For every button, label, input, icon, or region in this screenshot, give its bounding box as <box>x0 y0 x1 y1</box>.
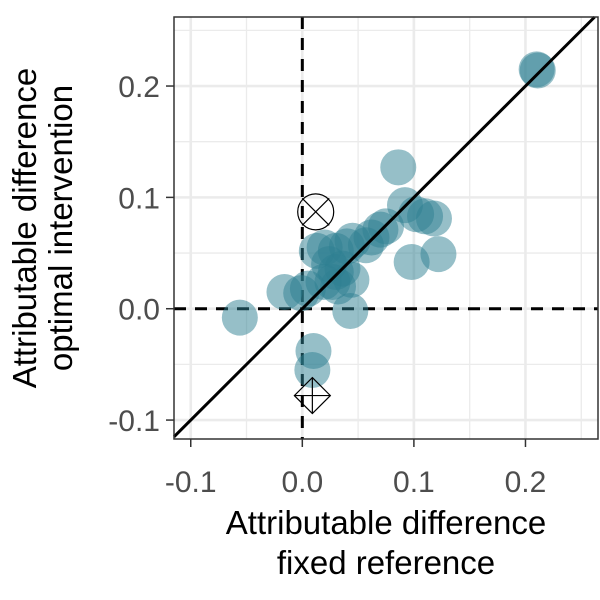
identity-line-group <box>172 15 596 438</box>
data-point <box>519 52 556 89</box>
special-markers <box>293 193 335 415</box>
data-point <box>221 299 258 336</box>
y-tick-label: -0.1 <box>108 405 160 438</box>
x-axis-title-line-1: Attributable difference <box>226 504 546 541</box>
panel-border <box>173 16 599 440</box>
y-tick-label: 0.2 <box>118 71 160 104</box>
y-axis-ticks: -0.1 0.0 0.1 0.2 <box>108 71 174 438</box>
x-tick-label: 0.0 <box>281 466 323 499</box>
marker-cross-stroke <box>301 197 330 226</box>
y-axis-title-line-2: optimal intervention <box>42 85 79 371</box>
y-tick-label: 0.1 <box>118 182 160 215</box>
x-tick-label: 0.2 <box>505 466 547 499</box>
data-point <box>266 274 303 311</box>
identity-line <box>172 15 596 438</box>
x-tick-label: 0.1 <box>393 466 435 499</box>
marker-circle <box>297 193 335 231</box>
y-axis-title-line-1: Attributable difference <box>6 68 43 388</box>
diamond-cross-marker <box>293 376 332 415</box>
data-point <box>415 200 452 237</box>
x-axis-title-line-2: fixed reference <box>277 544 495 581</box>
y-tick-label: 0.0 <box>118 294 160 327</box>
data-point <box>332 292 369 329</box>
x-tick-label: -0.1 <box>165 466 217 499</box>
circle-cross-marker <box>297 193 335 231</box>
x-axis-ticks: -0.1 0.0 0.1 0.2 <box>165 439 546 499</box>
data-point <box>420 236 457 273</box>
data-point <box>294 351 331 388</box>
data-point <box>380 149 417 186</box>
